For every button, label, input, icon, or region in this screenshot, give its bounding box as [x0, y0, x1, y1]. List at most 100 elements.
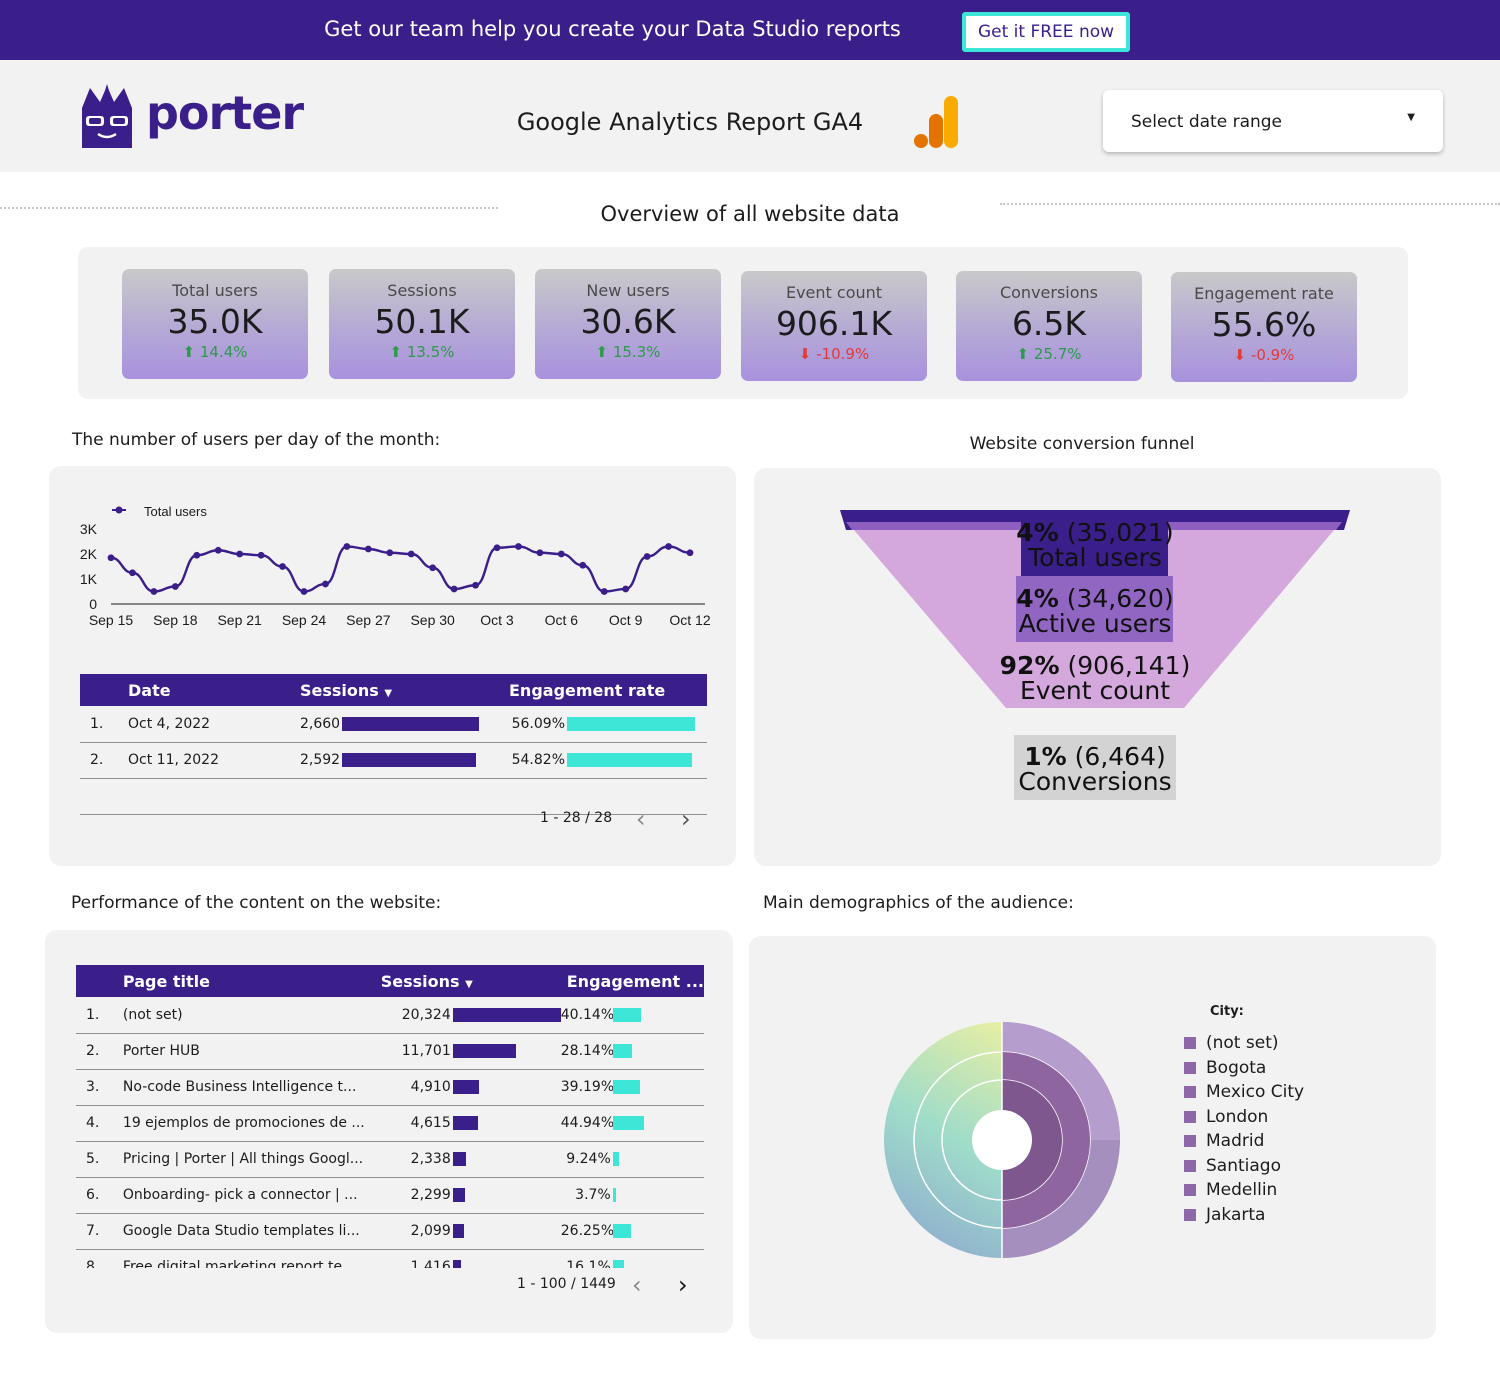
data-point[interactable] — [386, 549, 394, 557]
data-point[interactable] — [493, 544, 501, 552]
data-point[interactable] — [686, 549, 694, 557]
page-title-cell: No-code Business Intelligence t... — [122, 1069, 365, 1106]
date-column-header[interactable]: Date — [128, 680, 171, 700]
data-point[interactable] — [214, 546, 222, 554]
page-title-column-header[interactable]: Page title — [122, 971, 210, 991]
engagement-column-header[interactable]: Engagement ... — [566, 971, 704, 991]
legend-item[interactable]: Santiago — [1184, 1156, 1304, 1181]
sessions-column-header[interactable]: Sessions ▼ — [365, 965, 561, 997]
x-tick-label: Oct 3 — [480, 612, 514, 628]
prev-page-icon[interactable]: ‹ — [632, 1271, 642, 1299]
legend-item[interactable]: (not set) — [1184, 1033, 1304, 1058]
legend-label: (not set) — [1206, 1033, 1279, 1053]
kpi-value: 35.0K — [167, 302, 263, 341]
data-point[interactable] — [107, 554, 115, 562]
data-point[interactable] — [129, 569, 136, 577]
caret-down-icon: ▼ — [1407, 112, 1415, 123]
data-point[interactable] — [171, 583, 179, 590]
table-row[interactable]: 5. Pricing | Porter | All things Googl...… — [76, 1141, 704, 1178]
x-tick-label: Sep 18 — [153, 612, 198, 628]
data-point[interactable] — [579, 561, 587, 569]
y-tick-label: 3K — [80, 521, 98, 537]
data-point[interactable] — [429, 564, 437, 572]
data-point[interactable] — [279, 563, 286, 570]
funnel-pct: 4% — [1016, 584, 1059, 613]
table-row[interactable]: 7. Google Data Studio templates li... 2,09… — [76, 1213, 704, 1250]
table-row[interactable]: 2. Oct 11, 2022 2,592 54.82% — [80, 742, 707, 779]
data-point[interactable] — [665, 543, 672, 550]
next-page-icon[interactable]: › — [681, 805, 691, 833]
y-tick-label: 0 — [89, 596, 97, 612]
funnel-count: (906,141) — [1067, 651, 1191, 680]
legend-label: Medellin — [1206, 1180, 1278, 1200]
table-row[interactable]: 2. Porter HUB 11,701 28.14% — [76, 1033, 704, 1070]
data-point[interactable] — [472, 581, 479, 589]
sessions-bar — [452, 1116, 478, 1130]
arrow-up-icon: ⬆ — [182, 343, 196, 361]
legend-item[interactable]: London — [1184, 1107, 1304, 1132]
promo-banner — [0, 0, 1500, 60]
x-tick-label: Sep 15 — [89, 612, 134, 628]
legend-item[interactable]: Medellin — [1184, 1180, 1304, 1205]
sort-desc-icon: ▼ — [465, 978, 473, 990]
legend-swatch — [1184, 1208, 1196, 1221]
funnel-stage-active-users: 4% (34,620) Active users — [940, 586, 1250, 636]
kpi-delta-value: 13.5% — [406, 343, 455, 361]
data-point[interactable] — [536, 549, 544, 557]
table-fade-mask — [76, 1268, 704, 1292]
city-legend: (not set) Bogota Mexico City London Madrid Sa… — [1184, 1033, 1304, 1229]
row-index: 7. — [76, 1213, 123, 1250]
users-line-chart: Total users 0 1K 2K 3K Sep 15 Sep 18 Sep 21 Se… — [80, 504, 711, 628]
data-point[interactable] — [643, 553, 651, 560]
data-point[interactable] — [150, 588, 158, 595]
data-point[interactable] — [193, 551, 201, 559]
engagement-column-header[interactable]: Engagement rate — [509, 680, 666, 700]
engagement-value: 26.25% — [560, 1223, 615, 1239]
date-range-select[interactable]: Select date range ▼ — [1103, 90, 1443, 152]
kpi-card-new-users: New users 30.6K ⬆ 15.3% — [535, 269, 721, 379]
legend-item[interactable]: Madrid — [1184, 1131, 1304, 1156]
data-point[interactable] — [515, 543, 522, 550]
legend-item[interactable]: Bogota — [1184, 1058, 1304, 1083]
kpi-delta-value: 14.4% — [199, 343, 248, 361]
data-point[interactable] — [322, 580, 329, 588]
data-point[interactable] — [600, 588, 608, 595]
get-it-free-button[interactable]: Get it FREE now — [962, 12, 1130, 52]
kpi-delta: ⬆ 25.7% — [956, 345, 1142, 363]
legend-label: Santiago — [1206, 1155, 1281, 1176]
data-point[interactable] — [557, 550, 565, 558]
table-row[interactable]: 4. 19 ejemplos de promociones de ... 4,615… — [76, 1105, 704, 1142]
sessions-cell: 2,338 — [364, 1141, 561, 1178]
sessions-cell: 2,299 — [364, 1177, 561, 1214]
kpi-delta: ⬆ 14.4% — [122, 343, 308, 361]
table-row[interactable]: 1. Oct 4, 2022 2,660 56.09% — [80, 706, 707, 743]
data-point[interactable] — [257, 551, 265, 559]
prev-page-icon[interactable]: ‹ — [636, 805, 646, 833]
next-page-icon[interactable]: › — [678, 1271, 688, 1299]
legend-item[interactable]: Mexico City — [1184, 1082, 1304, 1107]
engagement-cell: 56.09% — [480, 706, 707, 743]
sessions-column-header[interactable]: Sessions ▼ — [300, 674, 480, 706]
engagement-value: 3.7% — [575, 1187, 611, 1203]
kpi-delta-value: 25.7% — [1033, 345, 1082, 363]
table-row[interactable]: 6. Onboarding- pick a connector | ... 2,29… — [76, 1177, 704, 1214]
data-point[interactable] — [343, 543, 351, 550]
data-point[interactable] — [236, 550, 244, 558]
data-point[interactable] — [364, 545, 372, 553]
demographics-section-title: Main demographics of the audience: — [763, 893, 1074, 913]
sessions-bar — [342, 753, 476, 767]
table-row[interactable]: 3. No-code Business Intelligence t... 4,91… — [76, 1069, 704, 1106]
data-point[interactable] — [300, 588, 308, 595]
index-header — [76, 965, 123, 997]
legend-item[interactable]: Jakarta — [1184, 1205, 1304, 1230]
data-point[interactable] — [622, 585, 630, 593]
sessions-bar — [452, 1224, 464, 1238]
engagement-bar — [612, 1260, 624, 1274]
data-point[interactable] — [450, 585, 458, 593]
kpi-value: 55.6% — [1211, 305, 1317, 344]
data-point[interactable] — [407, 550, 415, 558]
table-row[interactable]: 1. (not set) 20,324 40.14% — [76, 997, 704, 1034]
content-section-title: Performance of the content on the websit… — [71, 893, 442, 913]
sessions-value: 2,660 — [300, 715, 341, 732]
sessions-bar — [452, 1152, 466, 1166]
